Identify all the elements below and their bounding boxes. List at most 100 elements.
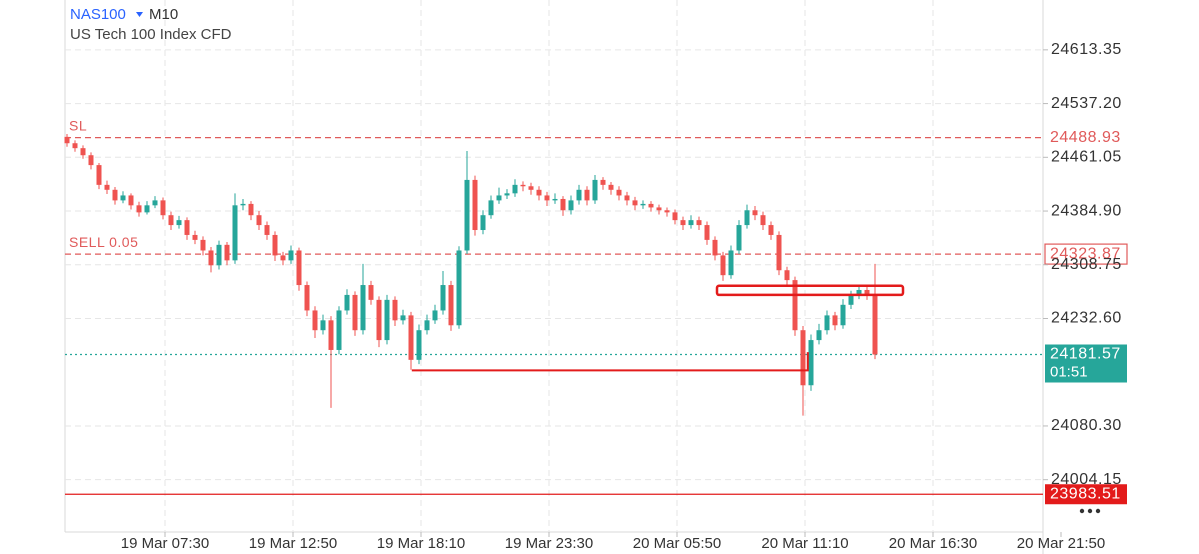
- candle-body: [64, 136, 70, 144]
- price-label: 24488.93: [1050, 129, 1121, 146]
- candle-body: [744, 210, 750, 226]
- candle-body: [296, 250, 302, 286]
- candle-body: [472, 179, 478, 231]
- x-tick-label: 20 Mar 11:10: [761, 535, 848, 552]
- candle-body: [536, 189, 542, 196]
- candle-body: [72, 143, 78, 149]
- countdown: 01:51: [1050, 363, 1088, 380]
- y-tick-label: 24308.75: [1051, 256, 1122, 273]
- dropdown-icon[interactable]: [136, 12, 143, 17]
- candle-body: [288, 250, 294, 261]
- candle-body: [224, 244, 230, 261]
- candle-body: [480, 215, 486, 231]
- timeframe[interactable]: M10: [149, 6, 178, 23]
- x-tick-label: 19 Mar 18:10: [377, 535, 465, 552]
- menu-dot: [1079, 508, 1085, 514]
- candle-body: [96, 165, 102, 185]
- candle-body: [592, 179, 598, 201]
- x-tick-label: 20 Mar 05:50: [633, 535, 721, 552]
- price-label: 24323.87: [1050, 245, 1121, 262]
- candle-body: [376, 299, 382, 341]
- candle-body: [512, 184, 518, 194]
- candle-body: [184, 220, 190, 235]
- y-tick-label: 24537.20: [1051, 95, 1122, 112]
- menu-dot: [1095, 508, 1101, 514]
- candle-body: [336, 310, 342, 350]
- x-tick-label: 19 Mar 12:50: [249, 535, 337, 552]
- candle-body: [544, 195, 550, 201]
- y-tick-label: 24461.05: [1051, 149, 1122, 166]
- candle-body: [152, 200, 158, 206]
- candle-body: [368, 285, 374, 300]
- candle-body: [784, 270, 790, 281]
- candle-body: [80, 148, 86, 156]
- candle-body: [856, 289, 862, 295]
- y-tick-label: 24004.15: [1051, 471, 1122, 488]
- candle-body: [272, 234, 278, 256]
- grid: [65, 0, 1043, 532]
- symbol[interactable]: NAS100: [70, 6, 126, 23]
- candle-body: [648, 203, 654, 208]
- candle-body: [824, 315, 830, 331]
- drawn-rectangle: [715, 284, 905, 297]
- level-label: SL: [69, 117, 87, 133]
- candle-body: [832, 315, 838, 326]
- candle-body: [304, 285, 310, 311]
- x-tick-label: 19 Mar 23:30: [505, 535, 593, 552]
- y-tick-label: 24080.30: [1051, 417, 1122, 434]
- candle-body: [816, 330, 822, 341]
- candle-body: [104, 184, 110, 190]
- candle-body: [760, 215, 766, 226]
- candle-body: [656, 207, 662, 211]
- candle-body: [736, 225, 742, 251]
- candle-body: [160, 200, 166, 216]
- candle-body: [640, 203, 646, 206]
- menu-dot: [1087, 508, 1093, 514]
- candle-body: [416, 330, 422, 360]
- candle-body: [720, 255, 726, 276]
- candle-body: [248, 203, 254, 216]
- candle-body: [168, 215, 174, 226]
- candle-body: [696, 220, 702, 226]
- candle-body: [424, 320, 430, 331]
- candle-body: [144, 205, 150, 213]
- level-label: SELL 0.05: [69, 234, 138, 250]
- candle-body: [704, 225, 710, 240]
- candle-body: [504, 193, 510, 196]
- candle-body: [680, 220, 686, 226]
- candles: [64, 134, 878, 416]
- price-label: 24181.57: [1050, 346, 1121, 363]
- candle-body: [584, 189, 590, 201]
- candle-body: [344, 294, 350, 311]
- price-box: [1045, 344, 1127, 383]
- candle-body: [552, 198, 558, 201]
- candle-body: [240, 203, 246, 206]
- more-menu[interactable]: [1079, 508, 1101, 514]
- candle-body: [800, 330, 806, 386]
- candle-body: [560, 198, 566, 211]
- axes: 24613.35 24537.20 24461.05 24384.90 24308.75…: [121, 41, 1122, 552]
- candle-body: [384, 299, 390, 341]
- candle-body: [528, 186, 534, 190]
- candle-body: [120, 195, 126, 201]
- candle-body: [520, 184, 526, 187]
- levels: SL 24488.93 SELL 0.05 24323.87 24181.5701:51…: [65, 117, 1128, 505]
- candle-body: [464, 179, 470, 251]
- candle-body: [808, 340, 814, 386]
- candle-body: [88, 155, 94, 166]
- candle-body: [848, 294, 854, 305]
- candle-body: [432, 310, 438, 321]
- candle-body: [776, 234, 782, 271]
- candle-body: [632, 200, 638, 206]
- candle-body: [328, 320, 334, 350]
- candle-body: [320, 320, 326, 331]
- price-label: 23983.51: [1050, 485, 1121, 502]
- candle-body: [600, 179, 606, 185]
- candle-body: [752, 210, 758, 216]
- candle-body: [136, 205, 142, 213]
- candle-body: [624, 195, 630, 201]
- candle-body: [312, 310, 318, 331]
- candle-body: [576, 189, 582, 201]
